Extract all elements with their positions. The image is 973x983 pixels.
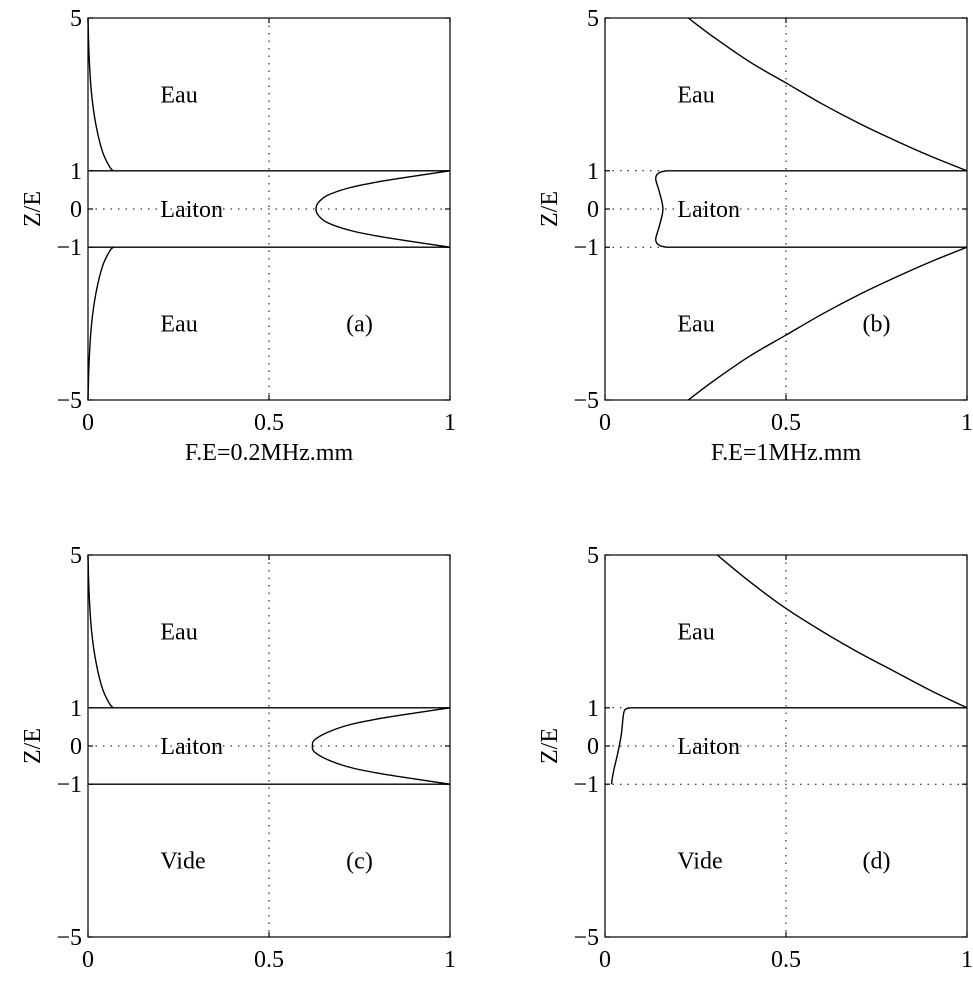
y-tick-label: 5 bbox=[587, 6, 599, 32]
series-curve-1 bbox=[87, 554, 114, 709]
y-tick-label: −1 bbox=[56, 772, 82, 798]
x-tick-label: 0 bbox=[599, 947, 611, 973]
y-tick-label: 1 bbox=[587, 159, 599, 185]
series-curve-3 bbox=[687, 246, 968, 401]
y-tick-label: 1 bbox=[70, 696, 82, 722]
y-tick-label: −5 bbox=[56, 925, 82, 951]
series-curve-1 bbox=[716, 554, 968, 709]
region-label: Eau bbox=[160, 619, 197, 645]
panel-c: 0 0.5 1 −5 −1 0 1 5 Z/E Eau Laiton Vide (c) bbox=[20, 543, 456, 973]
y-tick-label: 5 bbox=[70, 543, 82, 569]
region-label: Vide bbox=[160, 849, 205, 875]
series-curve-2 bbox=[311, 707, 451, 785]
y-axis-label: Z/E bbox=[20, 191, 46, 227]
y-tick-label: 0 bbox=[70, 734, 82, 760]
region-label: Laiton bbox=[160, 734, 223, 760]
y-tick-label: 5 bbox=[587, 543, 599, 569]
region-label: Eau bbox=[160, 312, 197, 338]
y-tick-label: 1 bbox=[587, 696, 599, 722]
x-axis-label: F.E=0.2MHz.mm bbox=[185, 440, 354, 466]
y-tick-label: 0 bbox=[587, 734, 599, 760]
y-tick-label: −1 bbox=[573, 772, 599, 798]
panel-tag: (c) bbox=[346, 849, 373, 875]
region-label: Vide bbox=[677, 849, 722, 875]
series-curve-1 bbox=[687, 17, 968, 172]
x-tick-label: 0 bbox=[82, 410, 94, 436]
y-tick-label: −5 bbox=[573, 925, 599, 951]
x-tick-label: 1 bbox=[444, 947, 456, 973]
panel-tag: (b) bbox=[863, 312, 891, 338]
panel-tag: (d) bbox=[863, 849, 891, 875]
y-tick-label: 0 bbox=[70, 197, 82, 223]
panel-d: 0 0.5 1 −5 −1 0 1 5 Z/E Eau Laiton Vide (d) bbox=[537, 543, 973, 973]
x-tick-label: 0.5 bbox=[771, 410, 801, 436]
y-tick-label: −5 bbox=[56, 388, 82, 414]
x-tick-label: 0.5 bbox=[254, 947, 284, 973]
region-label: Eau bbox=[677, 82, 714, 108]
region-label: Eau bbox=[677, 312, 714, 338]
series-curve-2 bbox=[610, 707, 631, 785]
region-label: Laiton bbox=[160, 197, 223, 223]
y-tick-label: 0 bbox=[587, 197, 599, 223]
y-axis-label: Z/E bbox=[537, 728, 563, 764]
y-axis-label: Z/E bbox=[20, 728, 46, 764]
region-label: Laiton bbox=[677, 734, 740, 760]
y-tick-label: 5 bbox=[70, 6, 82, 32]
panel-tag: (a) bbox=[346, 312, 373, 338]
panel-a: 0 0.5 1 −5 −1 0 1 5 Z/E F.E=0.2MHz.mm Eau Laiton Eau… bbox=[20, 6, 456, 466]
panel-b: 0 0.5 1 −5 −1 0 1 5 Z/E F.E=1MHz.mm Eau Laiton Eau (b… bbox=[537, 6, 973, 466]
series-curve-2 bbox=[315, 170, 451, 248]
y-tick-label: −5 bbox=[573, 388, 599, 414]
x-tick-label: 0.5 bbox=[254, 410, 284, 436]
y-tick-label: 1 bbox=[70, 159, 82, 185]
series-curve-1 bbox=[87, 17, 114, 172]
x-tick-label: 1 bbox=[961, 410, 973, 436]
series-curve-2 bbox=[654, 170, 667, 248]
region-label: Eau bbox=[677, 619, 714, 645]
y-axis-label: Z/E bbox=[537, 191, 563, 227]
y-tick-label: −1 bbox=[56, 235, 82, 261]
x-tick-label: 0 bbox=[82, 947, 94, 973]
x-tick-label: 1 bbox=[961, 947, 973, 973]
region-label: Laiton bbox=[677, 197, 740, 223]
series-curve-3 bbox=[87, 246, 114, 401]
x-tick-label: 0 bbox=[599, 410, 611, 436]
x-tick-label: 0.5 bbox=[771, 947, 801, 973]
x-tick-label: 1 bbox=[444, 410, 456, 436]
region-label: Eau bbox=[160, 82, 197, 108]
y-tick-label: −1 bbox=[573, 235, 599, 261]
x-axis-label: F.E=1MHz.mm bbox=[711, 440, 862, 466]
